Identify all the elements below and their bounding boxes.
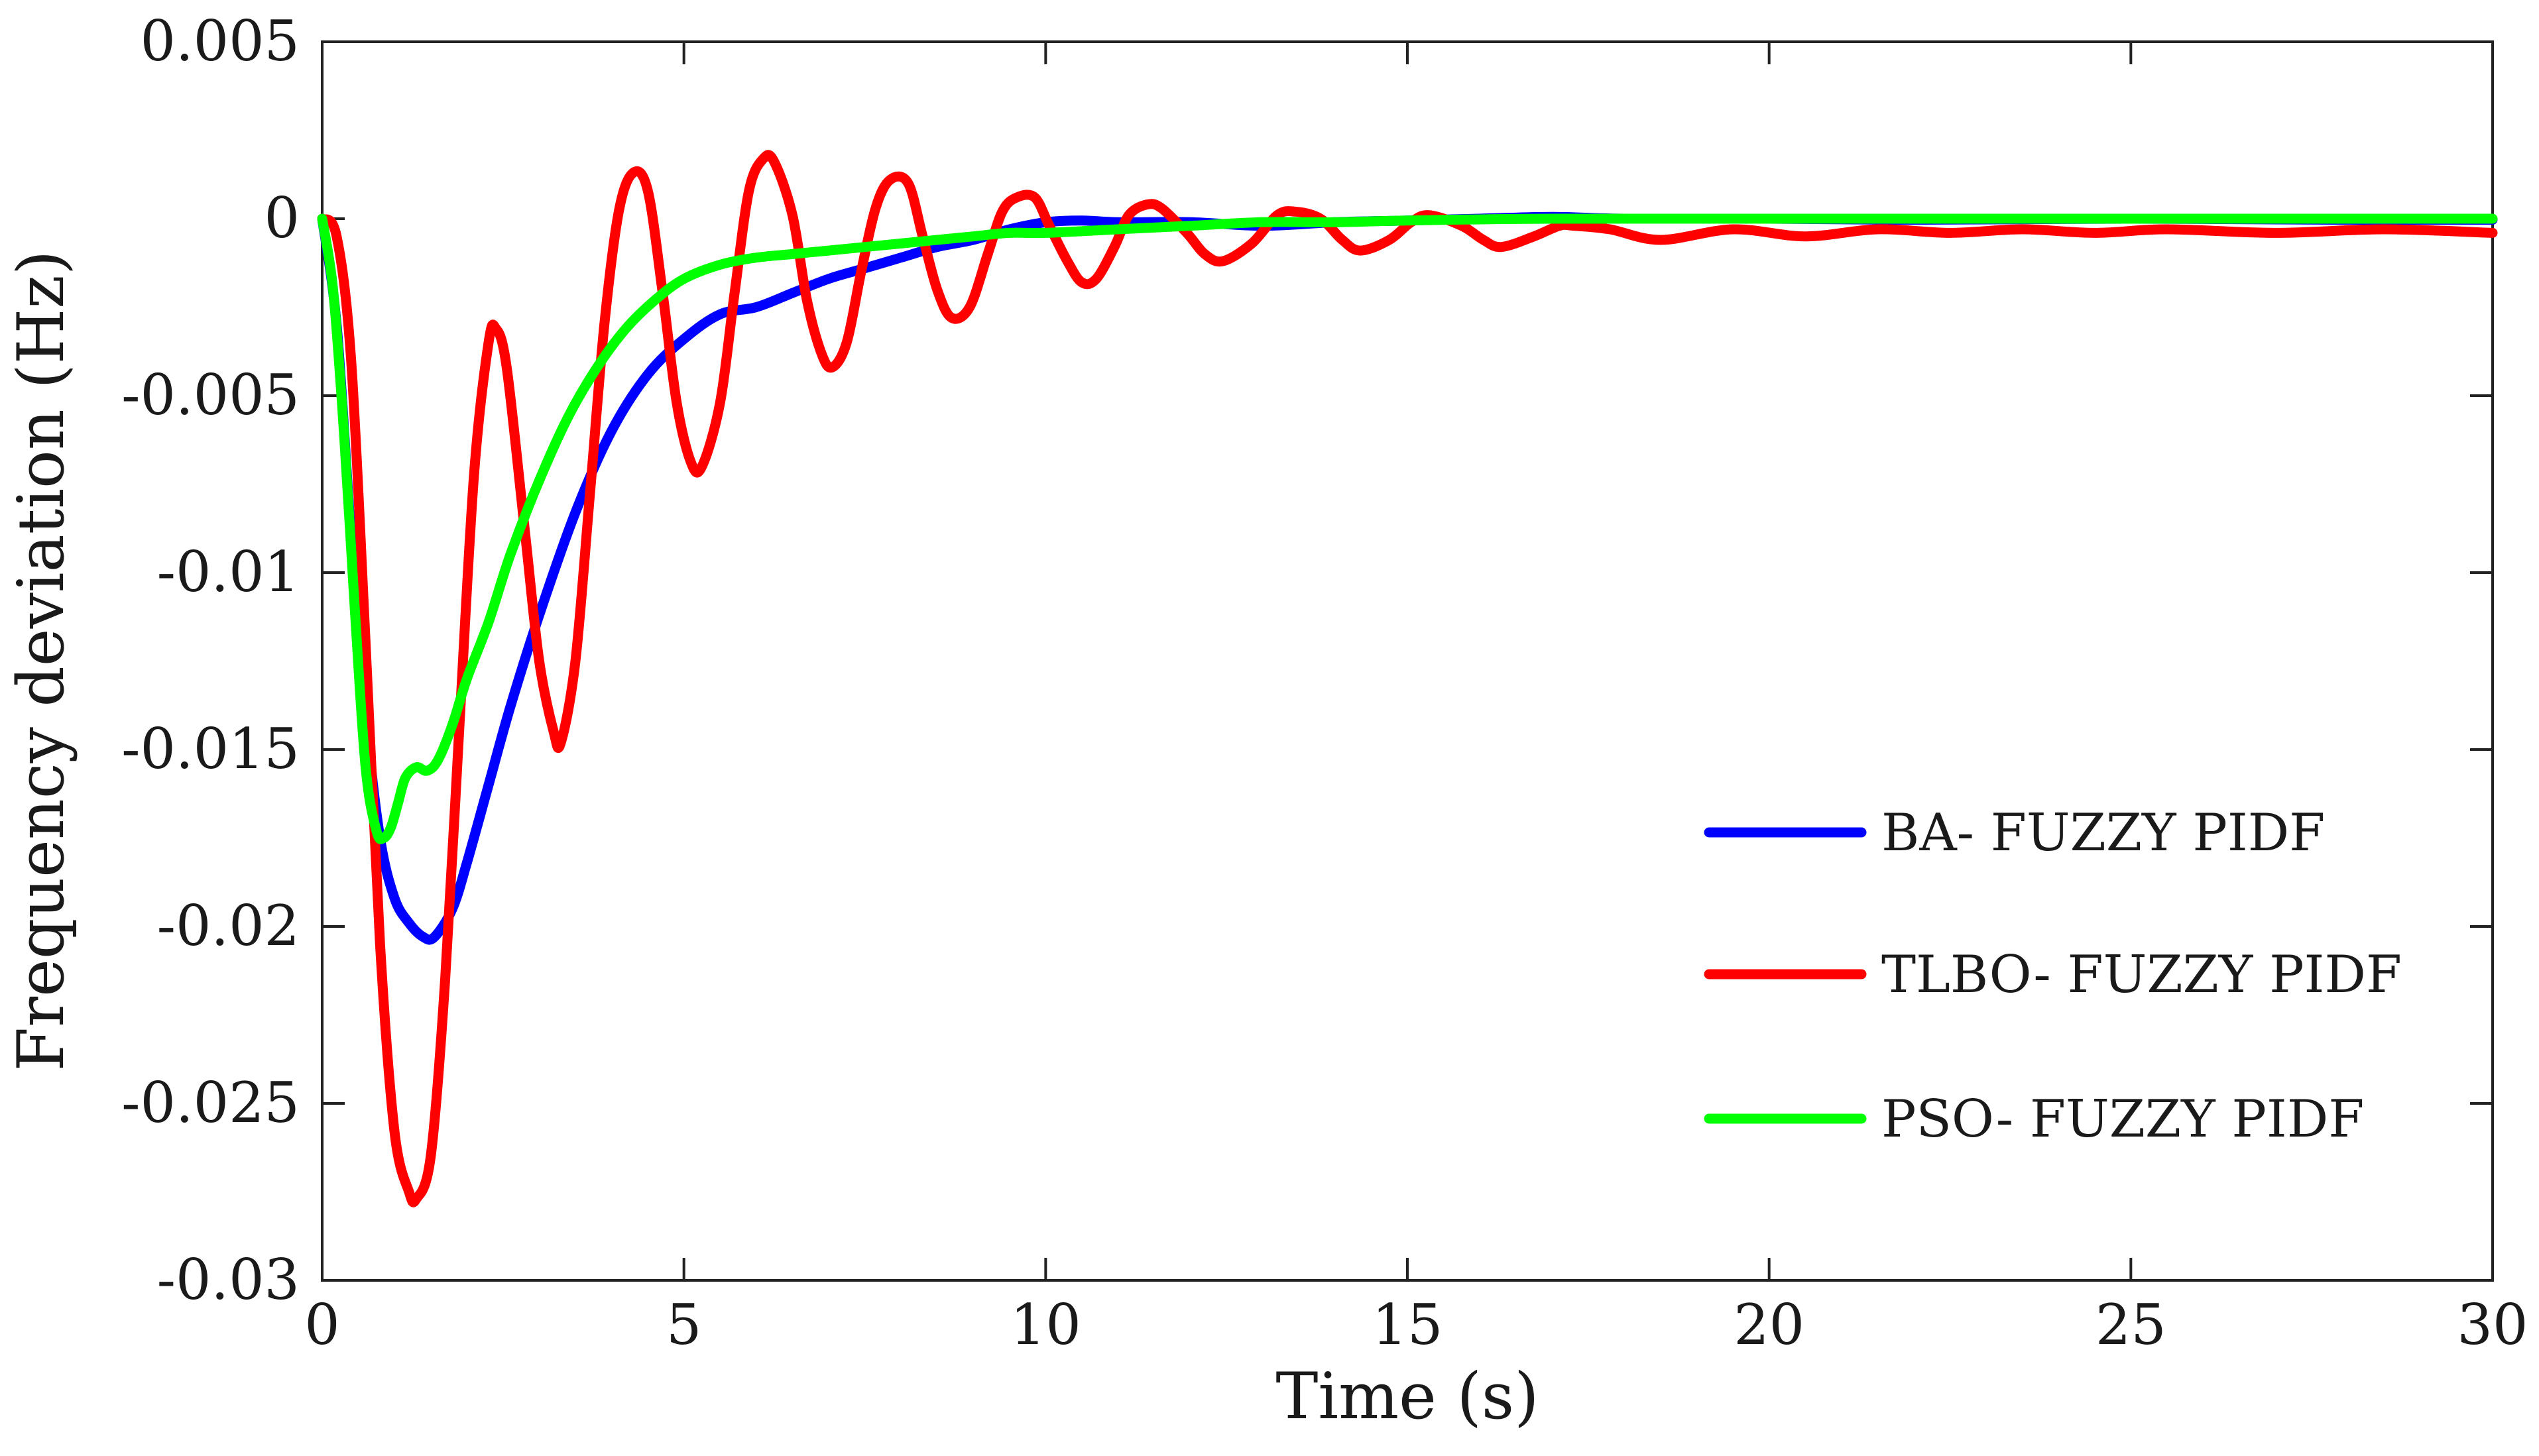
y-tick-label: -0.025 [121, 1070, 300, 1135]
y-tick-label: -0.005 [121, 363, 300, 427]
plot-area [321, 40, 2494, 1282]
x-tick-label: 30 [2457, 1292, 2528, 1357]
legend-label: PSO- FUZZY PIDF [1881, 1090, 2364, 1149]
x-tick-label: 25 [2096, 1292, 2166, 1357]
y-tick-label: 0.005 [141, 9, 300, 74]
legend-item-pso: PSO- FUZZY PIDF [1704, 1090, 2364, 1149]
legend-item-tlbo: TLBO- FUZZY PIDF [1704, 945, 2402, 1005]
series-layer [317, 150, 2498, 1207]
legend-label: BA- FUZZY PIDF [1881, 803, 2325, 863]
y-axis-ticks: 0.005 0 -0.005 -0.01 -0.015 -0.02 -0.025 -0.03 [121, 9, 2493, 1312]
x-tick-label: 15 [1372, 1292, 1443, 1357]
x-tick-label: 10 [1010, 1292, 1081, 1357]
y-tick-label: -0.02 [157, 893, 300, 958]
x-tick-label: 20 [1734, 1292, 1804, 1357]
y-tick-label: 0 [265, 186, 300, 251]
y-tick-label: -0.01 [157, 539, 300, 604]
series-line-pso-fuzzy-pidf [317, 213, 2498, 844]
y-tick-label: -0.015 [121, 716, 300, 781]
x-tick-label: 5 [666, 1292, 701, 1357]
y-tick-label: -0.03 [157, 1247, 300, 1312]
x-axis-label: Time (s) [1275, 1359, 1539, 1433]
x-tick-label: 0 [304, 1292, 339, 1357]
legend-label: TLBO- FUZZY PIDF [1881, 945, 2402, 1005]
series-line-tlbo-fuzzy-pidf [317, 150, 2498, 1207]
legend: BA- FUZZY PIDF TLBO- FUZZY PIDF PSO- FUZZY… [1704, 803, 2402, 1149]
y-axis-label: Frequency deviation (Hz) [4, 251, 78, 1072]
x-axis-ticks: 0 5 10 15 20 25 30 [304, 42, 2528, 1357]
legend-item-ba: BA- FUZZY PIDF [1704, 803, 2325, 863]
